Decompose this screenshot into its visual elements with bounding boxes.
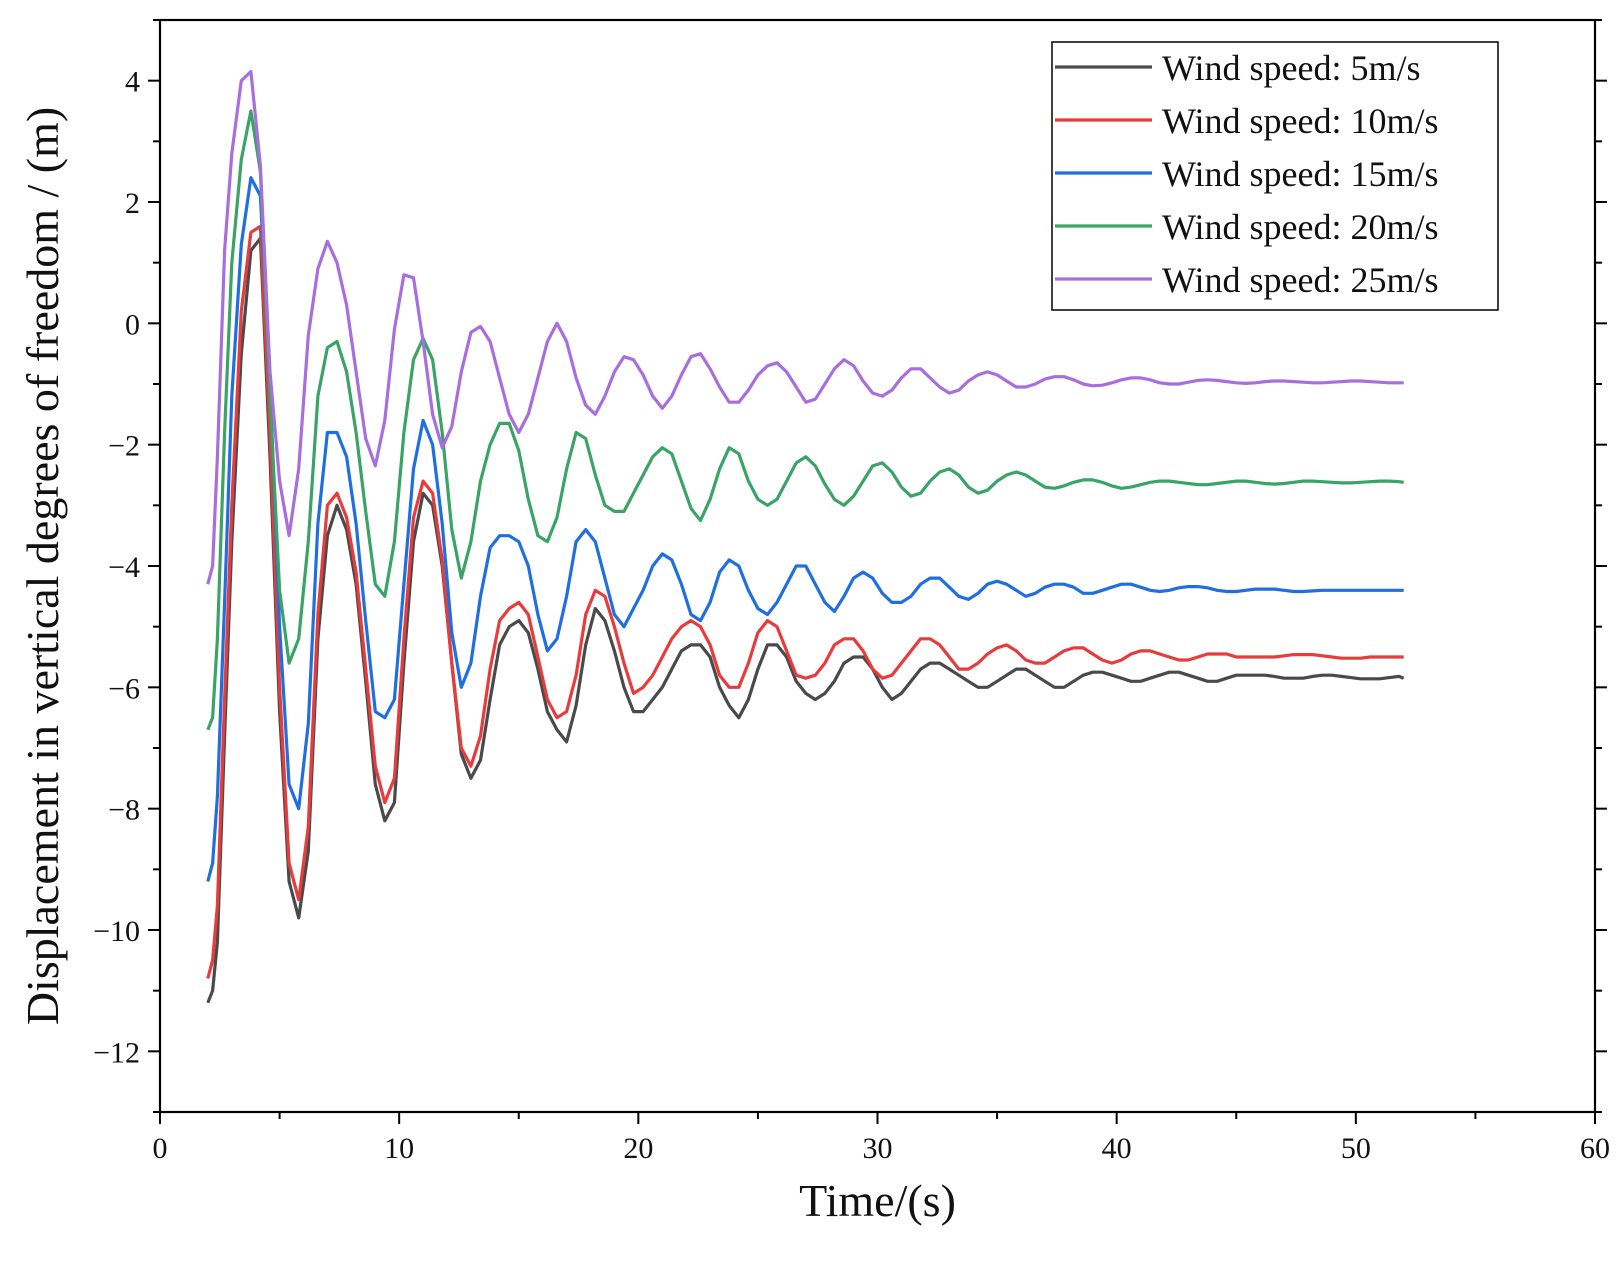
y-tick-label: −10 xyxy=(93,915,140,948)
legend-box xyxy=(1051,41,1499,311)
y-tick-label: −6 xyxy=(108,672,140,705)
legend: Wind speed: 5m/s Wind speed: 10m/s Wind sp… xyxy=(1051,41,1499,311)
x-tick-label: 40 xyxy=(1102,1132,1132,1165)
legend-label-5: Wind speed: 25m/s xyxy=(1162,260,1439,300)
legend-label-3: Wind speed: 15m/s xyxy=(1162,154,1439,194)
series-line-3 xyxy=(206,176,1404,882)
x-tick-label: 60 xyxy=(1580,1132,1610,1165)
y-axis-title: Displacement in vertical degrees of free… xyxy=(17,107,68,1025)
y-tick-label: 4 xyxy=(125,66,140,99)
x-tick-label: 0 xyxy=(153,1132,168,1165)
legend-label-1: Wind speed: 5m/s xyxy=(1162,48,1421,88)
legend-label-2: Wind speed: 10m/s xyxy=(1162,101,1439,141)
series-line-1 xyxy=(206,236,1405,1004)
y-tick-label: −2 xyxy=(108,430,140,463)
series-line-2 xyxy=(206,224,1404,979)
y-tick-label: −12 xyxy=(93,1036,140,1069)
x-tick-label: 50 xyxy=(1341,1132,1371,1165)
x-tick-label: 10 xyxy=(384,1132,414,1165)
legend-label-4: Wind speed: 20m/s xyxy=(1162,207,1439,247)
y-tick-label: 2 xyxy=(125,187,140,220)
axes-group: 0 10 20 30 40 50 60 −12 −10 −8 −6 −4 −2 0 2 4 xyxy=(93,18,1610,1165)
plot-series-group xyxy=(206,69,1405,1004)
y-tick-label: −8 xyxy=(108,794,140,827)
x-tick-label: 20 xyxy=(623,1132,653,1165)
series-line-4 xyxy=(206,109,1404,731)
x-tick-label: 30 xyxy=(863,1132,893,1165)
y-tick-label: 0 xyxy=(125,308,140,341)
series-line-5 xyxy=(206,69,1404,585)
y-tick-label: −4 xyxy=(108,551,140,584)
x-axis-title: Time/(s) xyxy=(799,1175,956,1226)
